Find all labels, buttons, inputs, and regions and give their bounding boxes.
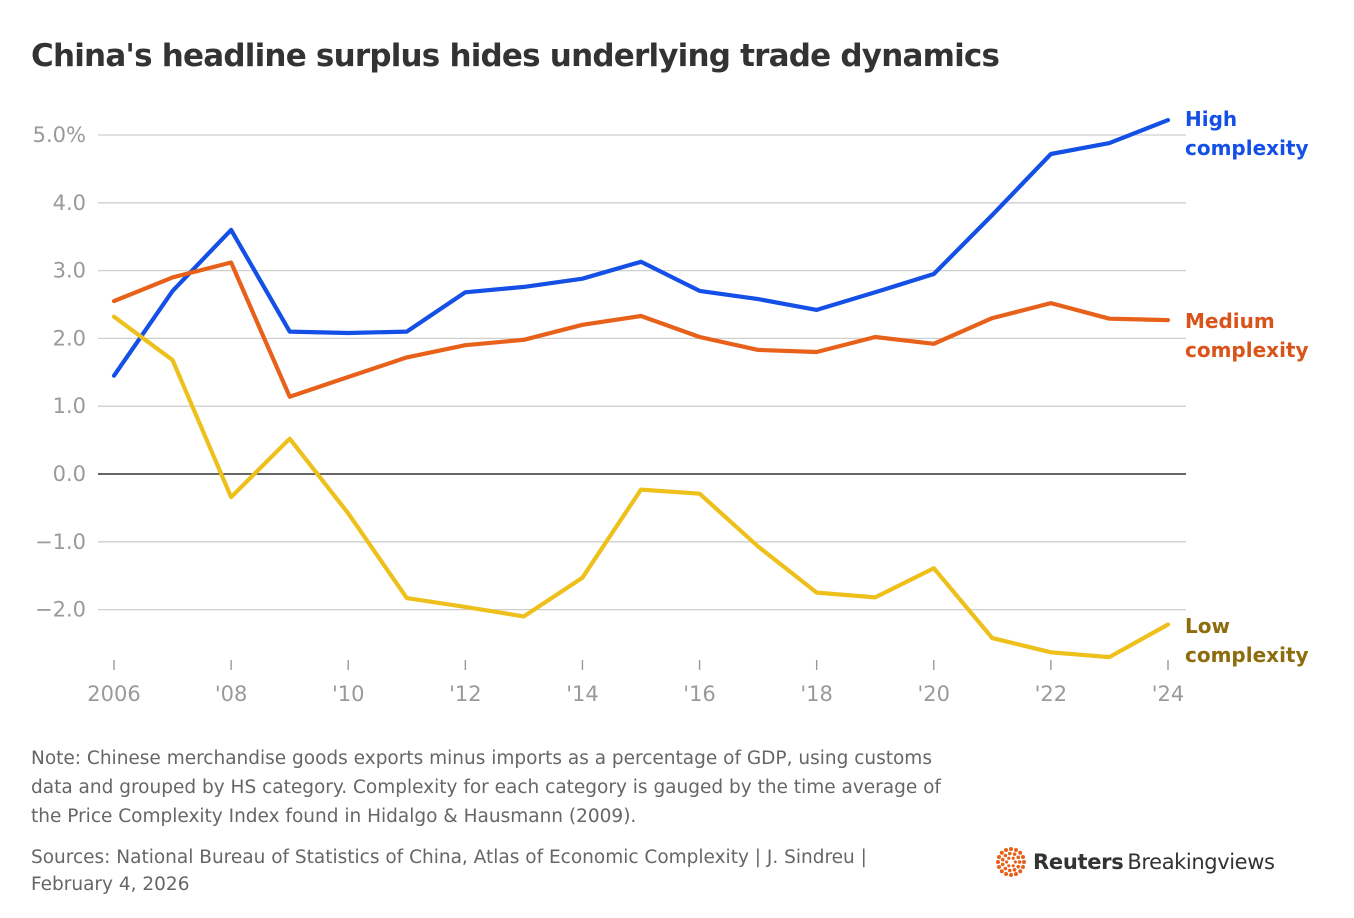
medium-complexity-label-line: Medium [1185, 309, 1275, 333]
logo-dot [1021, 864, 1026, 869]
logo-dot [1022, 860, 1026, 864]
low-complexity-label-line: complexity [1185, 643, 1309, 667]
logo-dot [1013, 872, 1018, 877]
logo-dot [1007, 864, 1011, 868]
logo-dot [1000, 857, 1005, 862]
grid-lines [98, 134, 1186, 611]
y-tick-label: −2.0 [35, 598, 86, 622]
logo-dot [1004, 872, 1009, 877]
x-axis: 2006 '08 '10 '12 '14 '16 '18 '20 '22 '24 [87, 660, 1184, 706]
logo-dot [1013, 847, 1018, 852]
y-tick-label: 5.0% [33, 123, 86, 147]
logo-dot [1011, 856, 1015, 860]
x-tick-label: '16 [683, 682, 716, 706]
y-tick-label: −1.0 [35, 530, 86, 554]
brand-reuters: Reuters [1033, 850, 1124, 874]
logo-dot [1007, 868, 1012, 873]
high-complexity-label-line: High [1185, 107, 1237, 131]
chart-title: China's headline surplus hides underlyin… [31, 38, 1000, 74]
logo-dot [996, 860, 1000, 864]
logo-dot [1009, 847, 1013, 851]
medium-complexity-line [111, 260, 1171, 399]
high-complexity-label: High complexity [1185, 107, 1309, 160]
logo-dot [1012, 852, 1017, 856]
brand-breakingviews: Breakingviews [1127, 850, 1275, 874]
series-lines [111, 117, 1171, 660]
x-tick-label: '12 [449, 682, 482, 706]
x-tick-label: 2006 [87, 682, 140, 706]
logo-dot [1009, 873, 1013, 877]
logo-dot [1003, 853, 1008, 858]
y-tick-label: 2.0 [53, 326, 86, 350]
logo-dot [1005, 860, 1009, 864]
low-complexity-label: Low complexity [1185, 614, 1309, 667]
x-tick-label: '10 [332, 682, 365, 706]
logo-dot [996, 864, 1001, 869]
high-complexity-label-line: complexity [1185, 136, 1309, 160]
low-complexity-line [111, 314, 1171, 660]
y-axis: 5.0% 4.0 3.0 2.0 1.0 0.0 −1.0 −2.0 [33, 123, 86, 622]
logo-dot [999, 869, 1004, 874]
logo-dot [1004, 847, 1009, 852]
logo-dot [1003, 866, 1008, 871]
x-tick-label: '18 [800, 682, 833, 706]
logo-dot [1018, 850, 1023, 855]
logo-dot [1018, 869, 1023, 874]
reuters-breakingviews-logo: Reuters Breakingviews [995, 845, 1275, 879]
medium-complexity-label: Medium complexity [1185, 309, 1309, 362]
logo-dot [999, 850, 1004, 855]
x-tick-label: '08 [215, 682, 248, 706]
logo-dot [1016, 864, 1021, 869]
logo-dot [1007, 856, 1011, 860]
logo-dot [1012, 868, 1017, 872]
logo-dot [1017, 860, 1022, 864]
high-complexity-line [111, 117, 1171, 378]
reuters-dots-icon [996, 847, 1026, 877]
series-labels: High complexity Medium complexity Low complex… [1185, 107, 1309, 667]
y-tick-label: 4.0 [53, 191, 86, 215]
logo-dot [1021, 855, 1026, 860]
y-tick-label: 0.0 [53, 462, 86, 486]
low-complexity-label-line: Low [1185, 614, 1230, 638]
logo-dot [1011, 864, 1015, 868]
x-tick-label: '22 [1035, 682, 1068, 706]
x-tick-label: '24 [1152, 682, 1185, 706]
y-tick-label: 3.0 [53, 259, 86, 283]
x-tick-label: '14 [566, 682, 599, 706]
y-tick-label: 1.0 [53, 394, 86, 418]
logo-dot [1016, 855, 1021, 860]
chart-note: Note: Chinese merchandise goods exports … [31, 748, 941, 827]
logo-dot [996, 855, 1001, 860]
medium-complexity-label-line: complexity [1185, 338, 1309, 362]
logo-dot [1007, 851, 1012, 856]
logo-dot [1000, 862, 1005, 867]
line-chart: 5.0% 4.0 3.0 2.0 1.0 0.0 −1.0 −2.0 2006 '08 '10 '1… [33, 107, 1309, 706]
chart-sources: Sources: National Bureau of Statistics o… [31, 847, 867, 895]
x-tick-label: '20 [918, 682, 951, 706]
logo-dot [1013, 860, 1017, 864]
